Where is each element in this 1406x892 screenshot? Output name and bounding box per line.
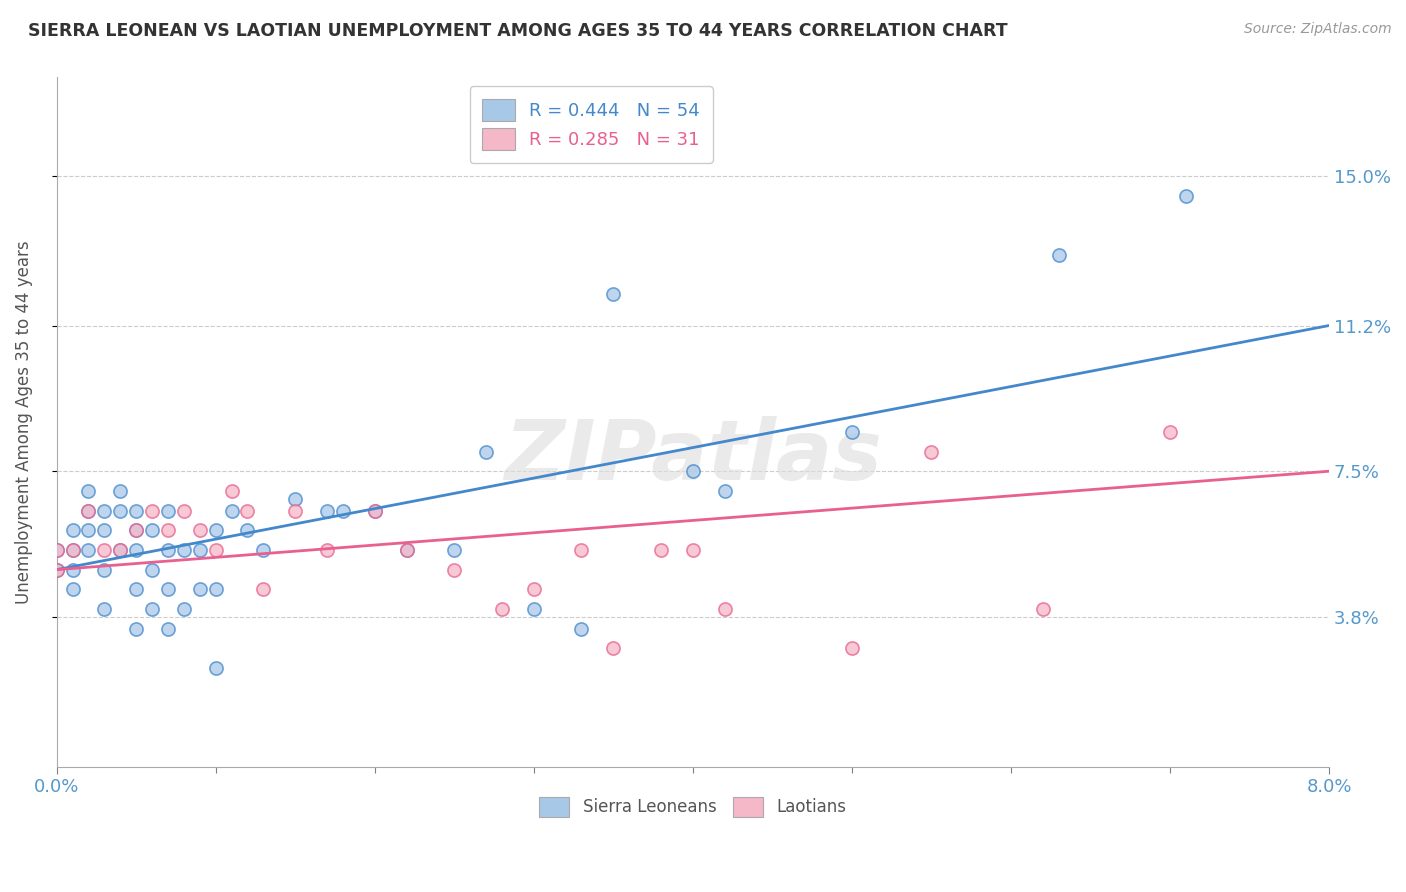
Point — [1174, 188, 1197, 202]
Point — [110, 483, 132, 498]
Point — [156, 523, 179, 537]
Point — [571, 622, 593, 636]
Point — [77, 543, 100, 558]
Point — [523, 602, 546, 616]
Point — [173, 503, 195, 517]
Point — [141, 503, 163, 517]
Point — [141, 563, 163, 577]
Point — [221, 503, 243, 517]
Point — [62, 582, 84, 597]
Point — [395, 543, 418, 558]
Point — [156, 582, 179, 597]
Point — [236, 503, 259, 517]
Point — [141, 602, 163, 616]
Point — [284, 503, 307, 517]
Point — [156, 622, 179, 636]
Point — [841, 425, 863, 439]
Point — [110, 503, 132, 517]
Point — [188, 582, 211, 597]
Point — [77, 523, 100, 537]
Point — [62, 563, 84, 577]
Text: Source: ZipAtlas.com: Source: ZipAtlas.com — [1244, 22, 1392, 37]
Point — [332, 503, 354, 517]
Point — [204, 661, 226, 675]
Point — [45, 563, 67, 577]
Point — [62, 543, 84, 558]
Y-axis label: Unemployment Among Ages 35 to 44 years: Unemployment Among Ages 35 to 44 years — [15, 240, 32, 604]
Point — [364, 503, 387, 517]
Point — [491, 602, 513, 616]
Point — [93, 503, 115, 517]
Point — [110, 543, 132, 558]
Point — [77, 503, 100, 517]
Point — [156, 503, 179, 517]
Point — [523, 582, 546, 597]
Point — [713, 483, 735, 498]
Point — [236, 523, 259, 537]
Point — [188, 523, 211, 537]
Point — [650, 543, 672, 558]
Point — [77, 483, 100, 498]
Point — [93, 523, 115, 537]
Point — [45, 563, 67, 577]
Point — [221, 483, 243, 498]
Point — [93, 543, 115, 558]
Point — [443, 563, 465, 577]
Point — [141, 523, 163, 537]
Point — [93, 563, 115, 577]
Point — [173, 543, 195, 558]
Point — [204, 523, 226, 537]
Point — [45, 543, 67, 558]
Point — [682, 464, 704, 478]
Point — [77, 503, 100, 517]
Point — [156, 543, 179, 558]
Point — [1047, 247, 1070, 261]
Point — [125, 503, 148, 517]
Point — [713, 602, 735, 616]
Point — [443, 543, 465, 558]
Point — [1032, 602, 1054, 616]
Legend: Sierra Leoneans, Laotians: Sierra Leoneans, Laotians — [533, 790, 853, 823]
Point — [252, 582, 274, 597]
Point — [173, 602, 195, 616]
Point — [252, 543, 274, 558]
Point — [841, 641, 863, 656]
Point — [364, 503, 387, 517]
Point — [682, 543, 704, 558]
Point — [125, 622, 148, 636]
Point — [93, 602, 115, 616]
Point — [204, 543, 226, 558]
Point — [188, 543, 211, 558]
Point — [475, 444, 498, 458]
Point — [62, 523, 84, 537]
Text: ZIPatlas: ZIPatlas — [503, 416, 882, 497]
Point — [62, 543, 84, 558]
Point — [602, 287, 624, 301]
Point — [125, 523, 148, 537]
Point — [1159, 425, 1181, 439]
Point — [125, 523, 148, 537]
Text: SIERRA LEONEAN VS LAOTIAN UNEMPLOYMENT AMONG AGES 35 TO 44 YEARS CORRELATION CHA: SIERRA LEONEAN VS LAOTIAN UNEMPLOYMENT A… — [28, 22, 1008, 40]
Point — [316, 543, 339, 558]
Point — [920, 444, 942, 458]
Point — [316, 503, 339, 517]
Point — [45, 543, 67, 558]
Point — [284, 491, 307, 506]
Point — [602, 641, 624, 656]
Point — [125, 543, 148, 558]
Point — [204, 582, 226, 597]
Point — [125, 582, 148, 597]
Point — [395, 543, 418, 558]
Point — [110, 543, 132, 558]
Point — [571, 543, 593, 558]
